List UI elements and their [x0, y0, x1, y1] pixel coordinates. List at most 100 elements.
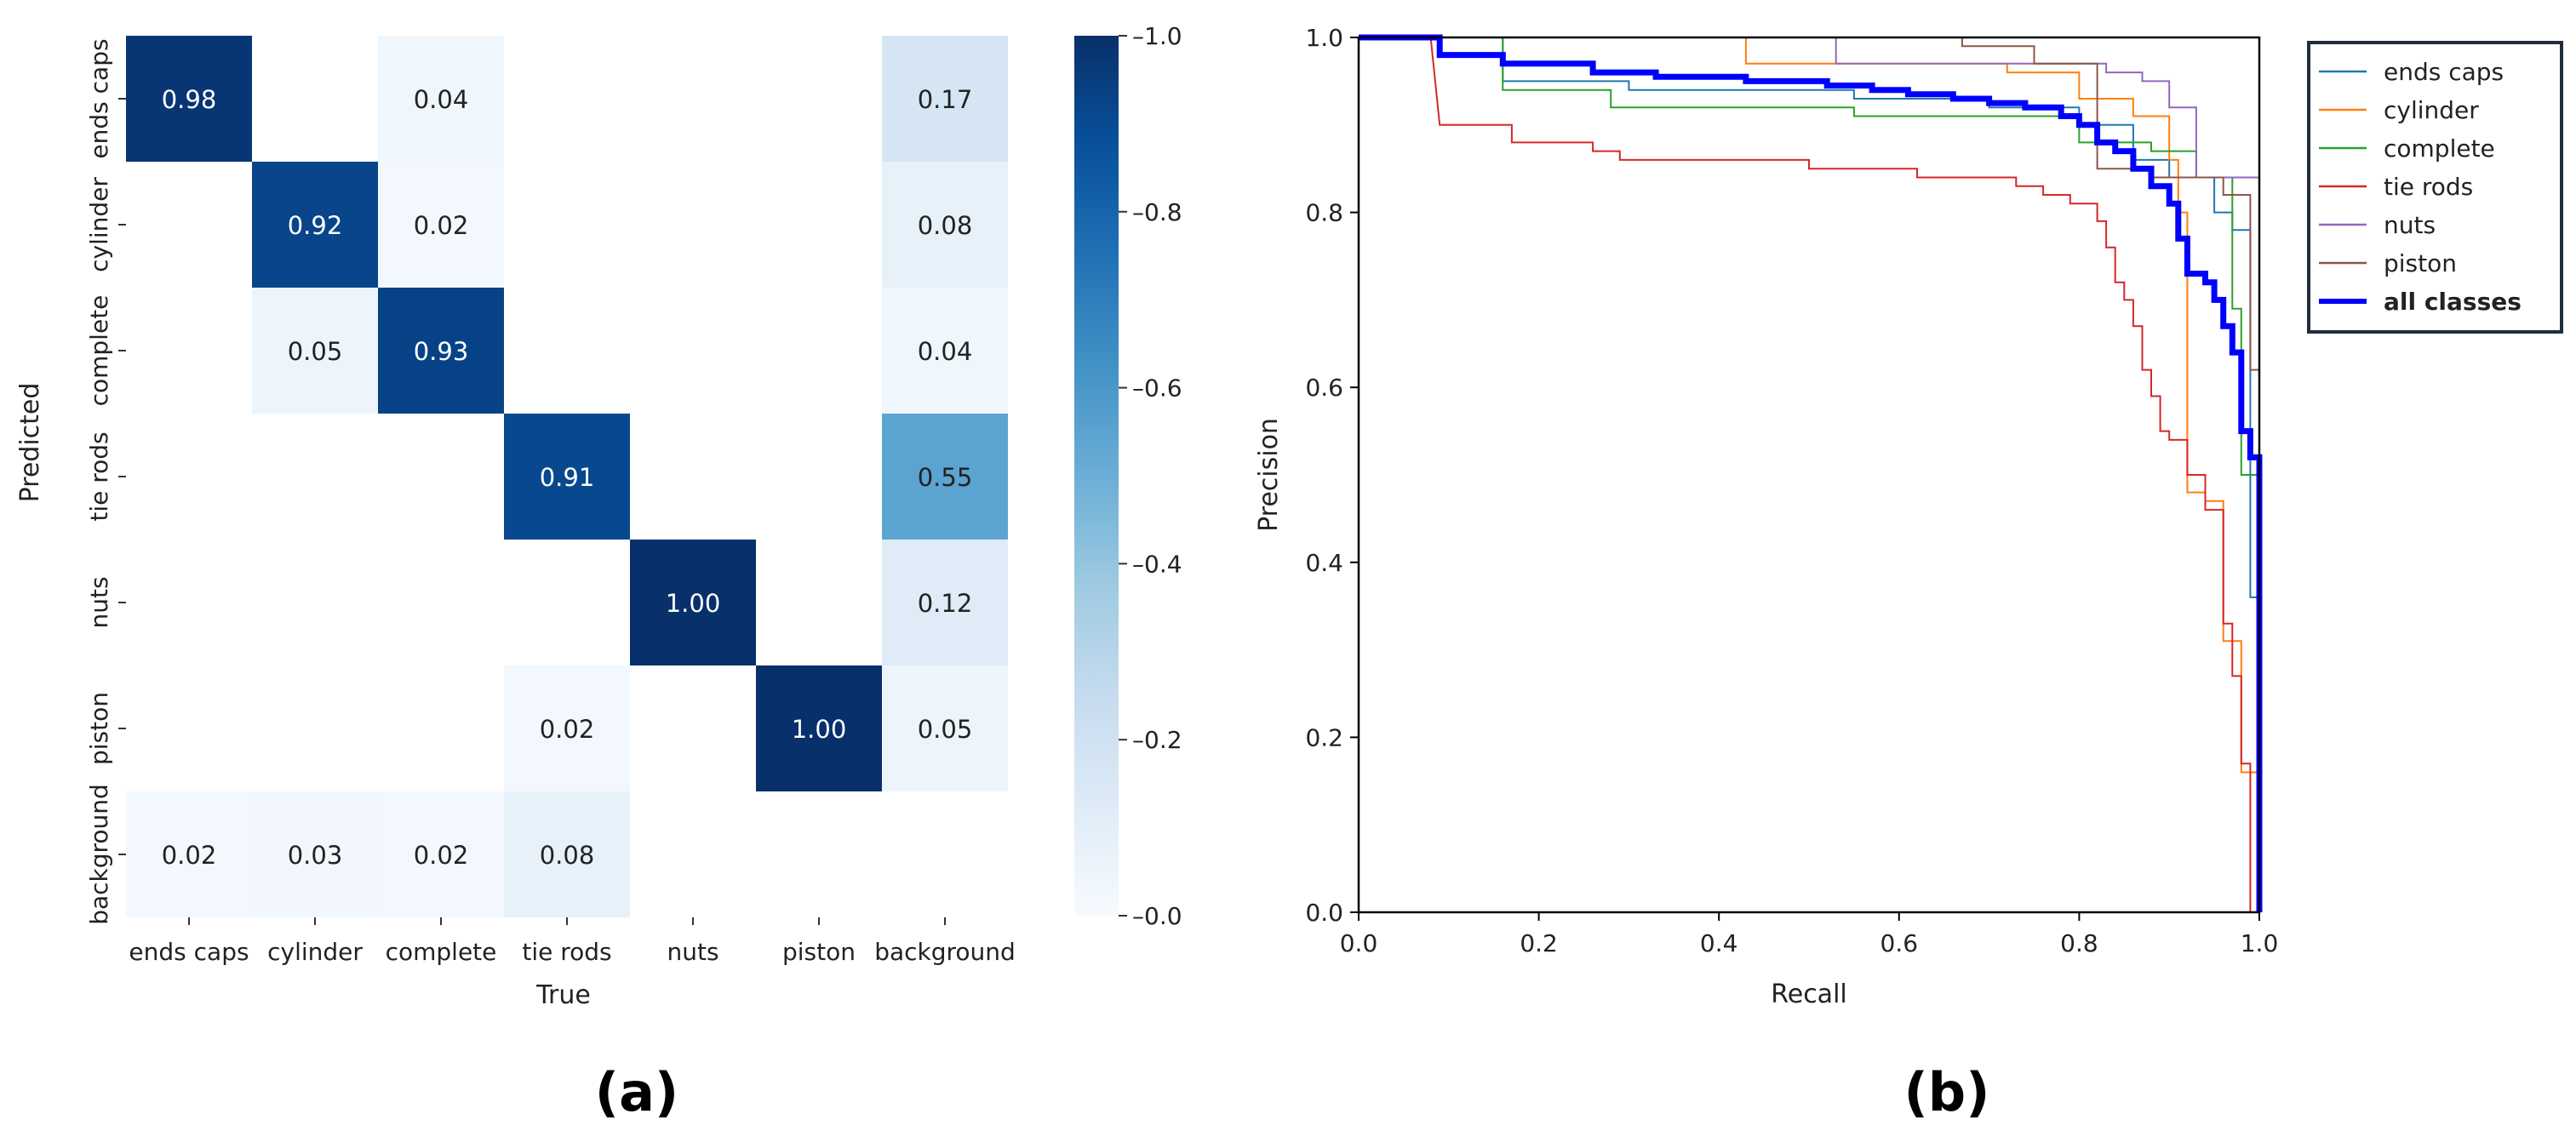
heatmap-x-tick-piston: piston — [782, 938, 856, 966]
heatmap-cell-value: 0.93 — [414, 337, 469, 366]
colorbar-tick-0-8: –0.8 — [1132, 198, 1182, 226]
heatmap-cell-tie-rods-background — [882, 414, 1008, 540]
heatmap-cell-value: 0.02 — [414, 211, 469, 240]
heatmap-cell-value: 0.91 — [540, 463, 595, 492]
heatmap-cell-background-tie-rods — [504, 791, 630, 917]
pr-line-cylinder — [1359, 37, 2260, 912]
colorbar-gradient — [1074, 36, 1119, 916]
pr-legend-label-all-classes: all classes — [2384, 288, 2522, 316]
pr-x-tick-0-4: 0.4 — [1700, 929, 1738, 957]
heatmap-cell-value: 0.92 — [288, 211, 343, 240]
heatmap-cell-value: 0.02 — [540, 715, 595, 744]
heatmap-x-tick-tie-rods: tie rods — [522, 938, 611, 966]
heatmap-cell-value: 0.04 — [414, 85, 469, 114]
heatmap-y-tick-labels: ends caps cylinder complete tie rods nuts pis… — [85, 38, 126, 925]
heatmap-y-tick-tie-rods: tie rods — [85, 431, 113, 521]
heatmap-cell-ends-caps-complete — [378, 36, 504, 162]
pr-y-axis-label: Precision — [1254, 418, 1284, 532]
pr-legend-label-ends-caps: ends caps — [2384, 58, 2504, 86]
heatmap-x-axis-label: True — [535, 980, 591, 1010]
pr-x-tick-0-2: 0.2 — [1520, 929, 1558, 957]
heatmap-y-tick-ends-caps: ends caps — [85, 38, 113, 158]
colorbar-ticks: –1.0 –0.8 –0.6 –0.4 –0.2 –0.0 — [1119, 22, 1182, 930]
heatmap-cell-ends-caps-ends-caps — [126, 36, 252, 162]
heatmap-cell-value: 0.02 — [414, 841, 469, 870]
heatmap-cell-complete-cylinder — [252, 288, 378, 414]
heatmap-cell-value: 0.98 — [162, 85, 217, 114]
pr-line-tie-rods — [1359, 37, 2252, 912]
heatmap-cell-cylinder-background — [882, 162, 1008, 288]
heatmap-cell-value: 0.08 — [918, 211, 973, 240]
pr-line-all-classes — [1359, 34, 2263, 912]
heatmap-x-tick-background: background — [874, 938, 1016, 966]
heatmap-y-axis-label: Predicted — [15, 383, 45, 503]
pr-y-ticks: 0.0 0.2 0.4 0.6 0.8 1.0 — [1305, 24, 1359, 927]
pr-y-tick-0-6: 0.6 — [1305, 374, 1343, 402]
heatmap-cell-labels: 0.98 0.04 0.17 0.92 0.02 0.08 0.05 0.93 0.04 0.91… — [162, 85, 973, 870]
heatmap-x-tick-complete: complete — [386, 938, 497, 966]
heatmap-x-tick-ends-caps: ends caps — [129, 938, 249, 966]
heatmap-cell-tie-rods-tie-rods — [504, 414, 630, 540]
heatmap-cell-value: 0.02 — [162, 841, 217, 870]
heatmap-cell-background-complete — [378, 791, 504, 917]
heatmap-x-tick-labels: ends caps cylinder complete tie rods nuts pis… — [129, 917, 1016, 966]
heatmap-y-tick-complete: complete — [85, 295, 113, 407]
pr-x-tick-0-6: 0.6 — [1880, 929, 1919, 957]
heatmap-cell-ends-caps-background — [882, 36, 1008, 162]
pr-x-tick-0-8: 0.8 — [2060, 929, 2098, 957]
colorbar-tick-0-2: –0.2 — [1132, 726, 1182, 754]
heatmap-y-tick-nuts: nuts — [85, 576, 113, 628]
heatmap-y-tick-piston: piston — [85, 692, 113, 765]
heatmap-cell-value: 0.05 — [288, 337, 343, 366]
heatmap-cell-background-cylinder — [252, 791, 378, 917]
heatmap-cell-nuts-nuts — [630, 540, 756, 665]
heatmap-cell-value: 0.08 — [540, 841, 595, 870]
heatmap-cell-background-ends-caps — [126, 791, 252, 917]
heatmap-cell-piston-background — [882, 665, 1008, 791]
pr-x-tick-1-0: 1.0 — [2241, 929, 2279, 957]
heatmap-cell-nuts-background — [882, 540, 1008, 665]
heatmap-cell-complete-complete — [378, 288, 504, 414]
pr-legend-label-complete: complete — [2384, 134, 2495, 163]
pr-legend-label-tie-rods: tie rods — [2384, 173, 2473, 201]
pr-y-tick-1-0: 1.0 — [1305, 24, 1343, 52]
pr-y-tick-0-4: 0.4 — [1305, 549, 1343, 577]
pr-legend-items: ends caps cylinder complete tie rods nuts pis… — [2319, 58, 2522, 316]
heatmap-cell-value: 0.04 — [918, 337, 973, 366]
pr-series-lines — [1359, 34, 2263, 912]
heatmap-x-tick-nuts: nuts — [667, 938, 718, 966]
confusion-matrix-panel: 0.98 0.04 0.17 0.92 0.02 0.08 0.05 0.93 0.04 0.91… — [15, 36, 1016, 1010]
heatmap-cell-cylinder-cylinder — [252, 162, 378, 288]
pr-y-tick-0-8: 0.8 — [1305, 199, 1343, 227]
colorbar: –1.0 –0.8 –0.6 –0.4 –0.2 –0.0 — [1074, 22, 1182, 930]
colorbar-tick-0-0: –0.0 — [1132, 902, 1182, 930]
pr-legend-label-nuts: nuts — [2384, 211, 2436, 239]
panel-label-a: (a) — [595, 1061, 679, 1123]
pr-legend: ends caps cylinder complete tie rods nuts pis… — [2307, 41, 2563, 334]
heatmap-cell-value: 0.05 — [918, 715, 973, 744]
pr-legend-label-piston: piston — [2384, 249, 2457, 277]
heatmap-cell-piston-piston — [756, 665, 882, 791]
heatmap-cell-value: 0.17 — [918, 85, 973, 114]
heatmap-cell-value: 0.55 — [918, 463, 973, 492]
colorbar-tick-0-6: –0.6 — [1132, 374, 1182, 403]
pr-line-complete — [1359, 37, 2260, 912]
panel-label-b: (b) — [1903, 1061, 1989, 1123]
pr-plot-frame — [1357, 36, 2261, 914]
heatmap-y-tick-background: background — [85, 784, 113, 925]
heatmap-x-tick-cylinder: cylinder — [267, 938, 363, 966]
heatmap-cell-value: 0.12 — [918, 589, 973, 618]
pr-y-tick-0-0: 0.0 — [1305, 899, 1343, 927]
colorbar-tick-1-0: –1.0 — [1132, 22, 1182, 50]
pr-x-ticks: 0.0 0.2 0.4 0.6 0.8 1.0 — [1340, 912, 2279, 957]
heatmap-y-tick-cylinder: cylinder — [85, 177, 113, 272]
heatmap-cell-piston-tie-rods — [504, 665, 630, 791]
pr-legend-label-cylinder: cylinder — [2384, 96, 2479, 124]
heatmap-cell-value: 0.03 — [288, 841, 343, 870]
pr-x-tick-0-0: 0.0 — [1340, 929, 1378, 957]
colorbar-tick-0-4: –0.4 — [1132, 550, 1182, 578]
heatmap-cell-value: 1.00 — [666, 589, 721, 618]
pr-x-axis-label: Recall — [1771, 980, 1847, 1009]
pr-y-tick-0-2: 0.2 — [1305, 723, 1343, 751]
